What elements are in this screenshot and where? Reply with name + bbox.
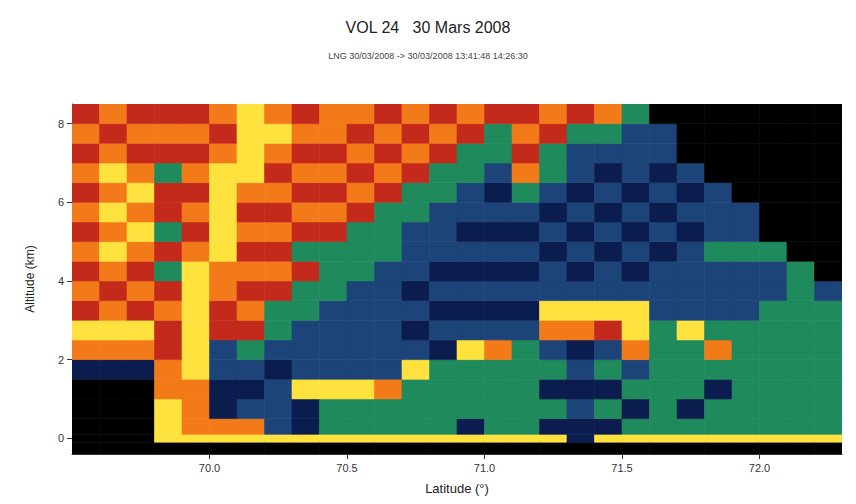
svg-text:6: 6	[58, 196, 64, 208]
svg-text:Latitude (°): Latitude (°)	[425, 481, 489, 496]
svg-text:Altitude (km): Altitude (km)	[23, 245, 37, 312]
svg-text:71.5: 71.5	[611, 462, 632, 474]
svg-text:70.0: 70.0	[199, 462, 220, 474]
svg-text:70.5: 70.5	[336, 462, 357, 474]
svg-text:0: 0	[58, 432, 64, 444]
svg-text:2: 2	[58, 354, 64, 366]
svg-text:72.0: 72.0	[749, 462, 770, 474]
svg-text:71.0: 71.0	[474, 462, 495, 474]
svg-text:LNG 30/03/2008 -> 30/03/2008 1: LNG 30/03/2008 -> 30/03/2008 13:41:48 14…	[328, 51, 527, 61]
svg-text:4: 4	[58, 275, 64, 287]
svg-text:VOL 24 30 Mars 2008: VOL 24 30 Mars 2008	[346, 19, 511, 36]
svg-text:8: 8	[58, 118, 64, 130]
